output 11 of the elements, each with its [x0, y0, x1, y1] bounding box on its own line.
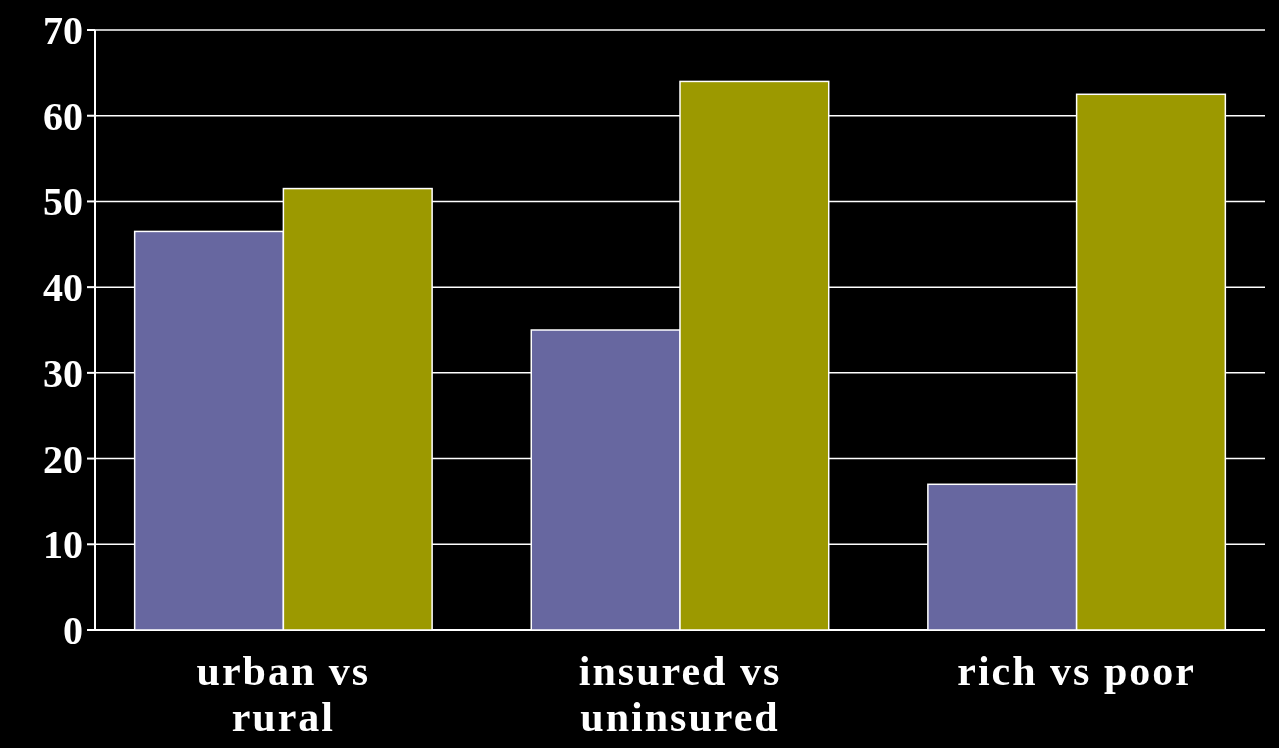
x-tick-label: insured vs uninsured	[578, 648, 782, 740]
y-tick-label: 10	[43, 522, 83, 568]
y-tick-label: 30	[43, 350, 83, 396]
y-tick-label: 20	[43, 436, 83, 482]
y-tick-label: 50	[43, 179, 83, 225]
x-tick-label: rich vs poor	[957, 648, 1196, 694]
y-tick-label: 0	[63, 608, 83, 653]
y-tick-label: 40	[43, 265, 83, 311]
y-tick-label: 70	[43, 8, 83, 53]
x-tick-label: urban vs rural	[196, 648, 371, 740]
y-tick-label: 60	[43, 93, 83, 139]
